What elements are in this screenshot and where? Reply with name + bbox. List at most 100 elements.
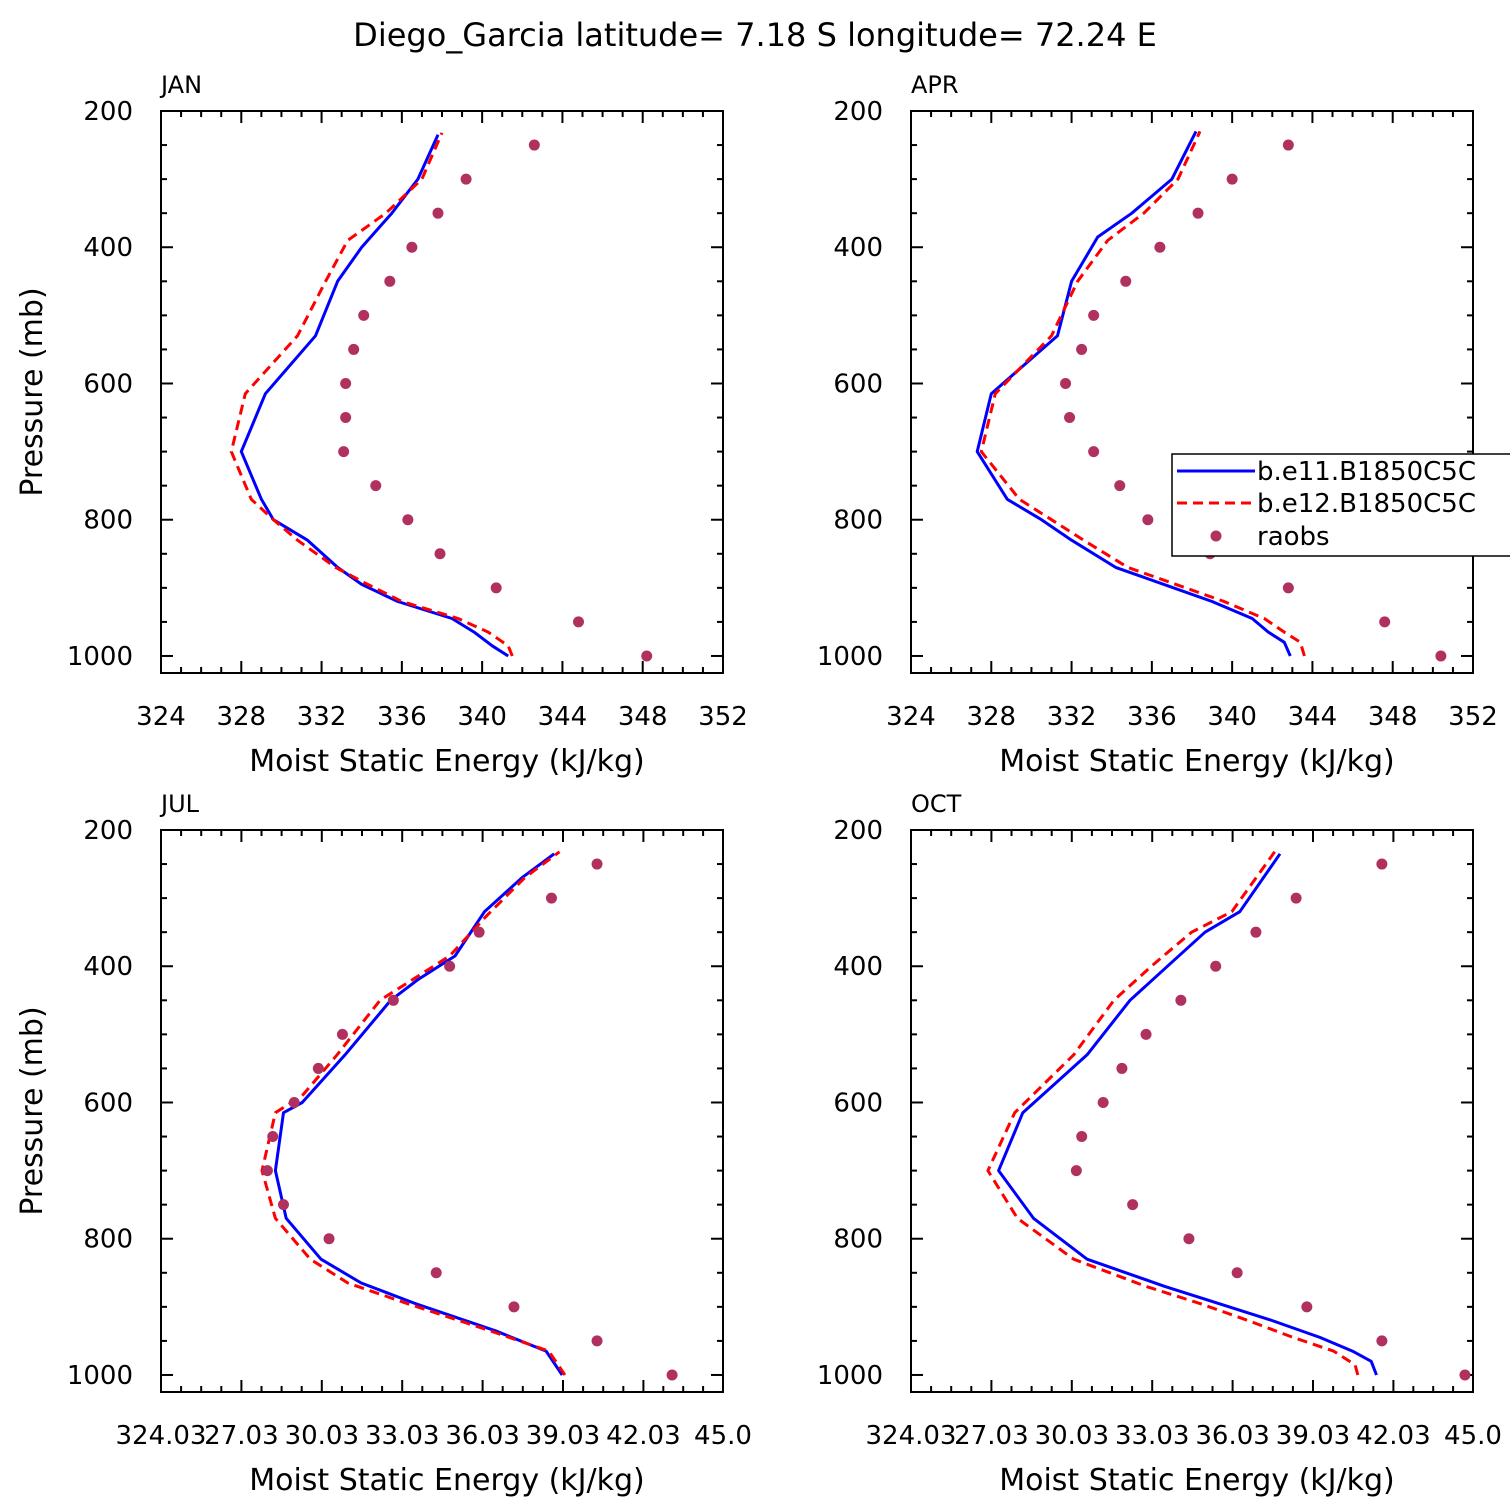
raobs-point — [1116, 1062, 1128, 1074]
x-tick-label: 27.03 — [954, 1421, 1028, 1451]
plot-frame — [910, 829, 1474, 1393]
series-line-solid — [975, 130, 1292, 657]
raobs-point — [1060, 377, 1072, 389]
y-tick-label: 600 — [83, 369, 133, 399]
x-tick-label: 332 — [1047, 702, 1097, 732]
raobs-point — [1070, 1165, 1082, 1177]
series-line-solid — [239, 134, 510, 658]
raobs-point — [340, 412, 352, 424]
raobs-point — [323, 1233, 335, 1245]
series-line-dashed — [229, 132, 514, 657]
raobs-point — [1120, 275, 1132, 287]
panel-title: JUL — [159, 790, 200, 818]
y-tick-label: 400 — [833, 952, 883, 982]
raobs-point — [312, 1062, 324, 1074]
raobs-point — [591, 858, 603, 870]
y-tick-label: 200 — [83, 816, 133, 846]
x-tick-label: 340 — [1207, 702, 1257, 732]
raobs-point — [384, 275, 396, 287]
x-tick-label: 348 — [618, 702, 668, 732]
raobs-point — [1376, 858, 1388, 870]
series-line-dashed — [260, 850, 567, 1376]
x-tick-label: 344 — [1288, 702, 1338, 732]
raobs-point — [528, 139, 540, 151]
series-line-solid — [997, 852, 1378, 1376]
raobs-point — [545, 892, 557, 904]
panel-jan: JAN 324 328 332 336 340 344 348 352 200 400 600 800 1… — [15, 71, 748, 779]
panel-title: OCT — [911, 790, 962, 818]
x-tick-label: 30.03 — [285, 1421, 359, 1451]
raobs-point — [288, 1096, 300, 1108]
figure-title: Diego_Garcia latitude= 7.18 S longitude=… — [353, 16, 1157, 54]
raobs-point — [1226, 173, 1238, 185]
raobs-point — [338, 446, 350, 458]
raobs-point — [1376, 1335, 1388, 1347]
raobs-point — [340, 377, 352, 389]
y-tick-label: 800 — [83, 1225, 133, 1255]
x-tick-label: 324.03 — [116, 1421, 207, 1451]
x-tick-label: 45.0 — [694, 1421, 752, 1451]
raobs-point — [572, 616, 584, 628]
panel-title: JAN — [159, 71, 202, 99]
raobs-point — [1088, 446, 1100, 458]
y-tick-label: 1000 — [67, 1361, 133, 1391]
raobs-point — [460, 173, 472, 185]
raobs-point — [1231, 1267, 1243, 1279]
raobs-point — [1088, 309, 1100, 321]
x-tick-label: 348 — [1368, 702, 1418, 732]
legend-label: b.e12.B1850C5C — [1257, 489, 1476, 519]
y-tick-label: 1000 — [817, 1361, 883, 1391]
x-tick-label: 42.03 — [606, 1421, 680, 1451]
x-tick-label: 340 — [457, 702, 507, 732]
x-axis-title: Moist Static Energy (kJ/kg) — [249, 744, 645, 779]
x-tick-label: 328 — [216, 702, 266, 732]
raobs-point — [1154, 241, 1166, 253]
raobs-point — [1114, 480, 1126, 492]
y-tick-label: 1000 — [817, 642, 883, 672]
x-tick-label: 336 — [377, 702, 427, 732]
y-axis-title: Pressure (mb) — [15, 287, 50, 496]
raobs-point — [434, 548, 446, 560]
y-tick-label: 800 — [833, 506, 883, 536]
x-tick-label: 352 — [698, 702, 748, 732]
raobs-point — [402, 514, 414, 526]
raobs-point — [348, 343, 360, 355]
x-tick-label: 45.0 — [1444, 1421, 1502, 1451]
raobs-point — [591, 1335, 603, 1347]
raobs-point — [1210, 960, 1222, 972]
x-tick-label: 328 — [966, 702, 1016, 732]
raobs-point — [336, 1028, 348, 1040]
panels-group: JAN 324 328 332 336 340 344 348 352 200 400 600 800 1… — [15, 71, 1502, 1498]
legend-marker-dot — [1210, 530, 1222, 542]
raobs-point — [430, 1267, 442, 1279]
raobs-point — [1435, 650, 1447, 662]
raobs-point — [641, 650, 653, 662]
y-tick-label: 400 — [833, 233, 883, 263]
raobs-point — [490, 582, 502, 594]
panel-title: APR — [911, 71, 959, 99]
y-tick-label: 800 — [833, 1225, 883, 1255]
x-axis-title: Moist Static Energy (kJ/kg) — [249, 1463, 645, 1498]
x-tick-label: 33.03 — [365, 1421, 439, 1451]
x-tick-label: 39.03 — [526, 1421, 600, 1451]
raobs-point — [261, 1165, 273, 1177]
y-tick-label: 600 — [833, 369, 883, 399]
raobs-point — [1142, 514, 1154, 526]
raobs-point — [1290, 892, 1302, 904]
series-line-dashed — [986, 850, 1360, 1376]
raobs-point — [267, 1131, 279, 1143]
x-tick-label: 36.03 — [1195, 1421, 1269, 1451]
x-tick-label: 324 — [136, 702, 186, 732]
y-tick-label: 600 — [833, 1088, 883, 1118]
raobs-point — [508, 1301, 520, 1313]
x-tick-label: 30.03 — [1035, 1421, 1109, 1451]
x-tick-label: 36.03 — [445, 1421, 519, 1451]
raobs-point — [1076, 343, 1088, 355]
series-line-solid — [273, 852, 564, 1376]
raobs-point — [1183, 1233, 1195, 1245]
raobs-point — [406, 241, 418, 253]
raobs-point — [1282, 139, 1294, 151]
